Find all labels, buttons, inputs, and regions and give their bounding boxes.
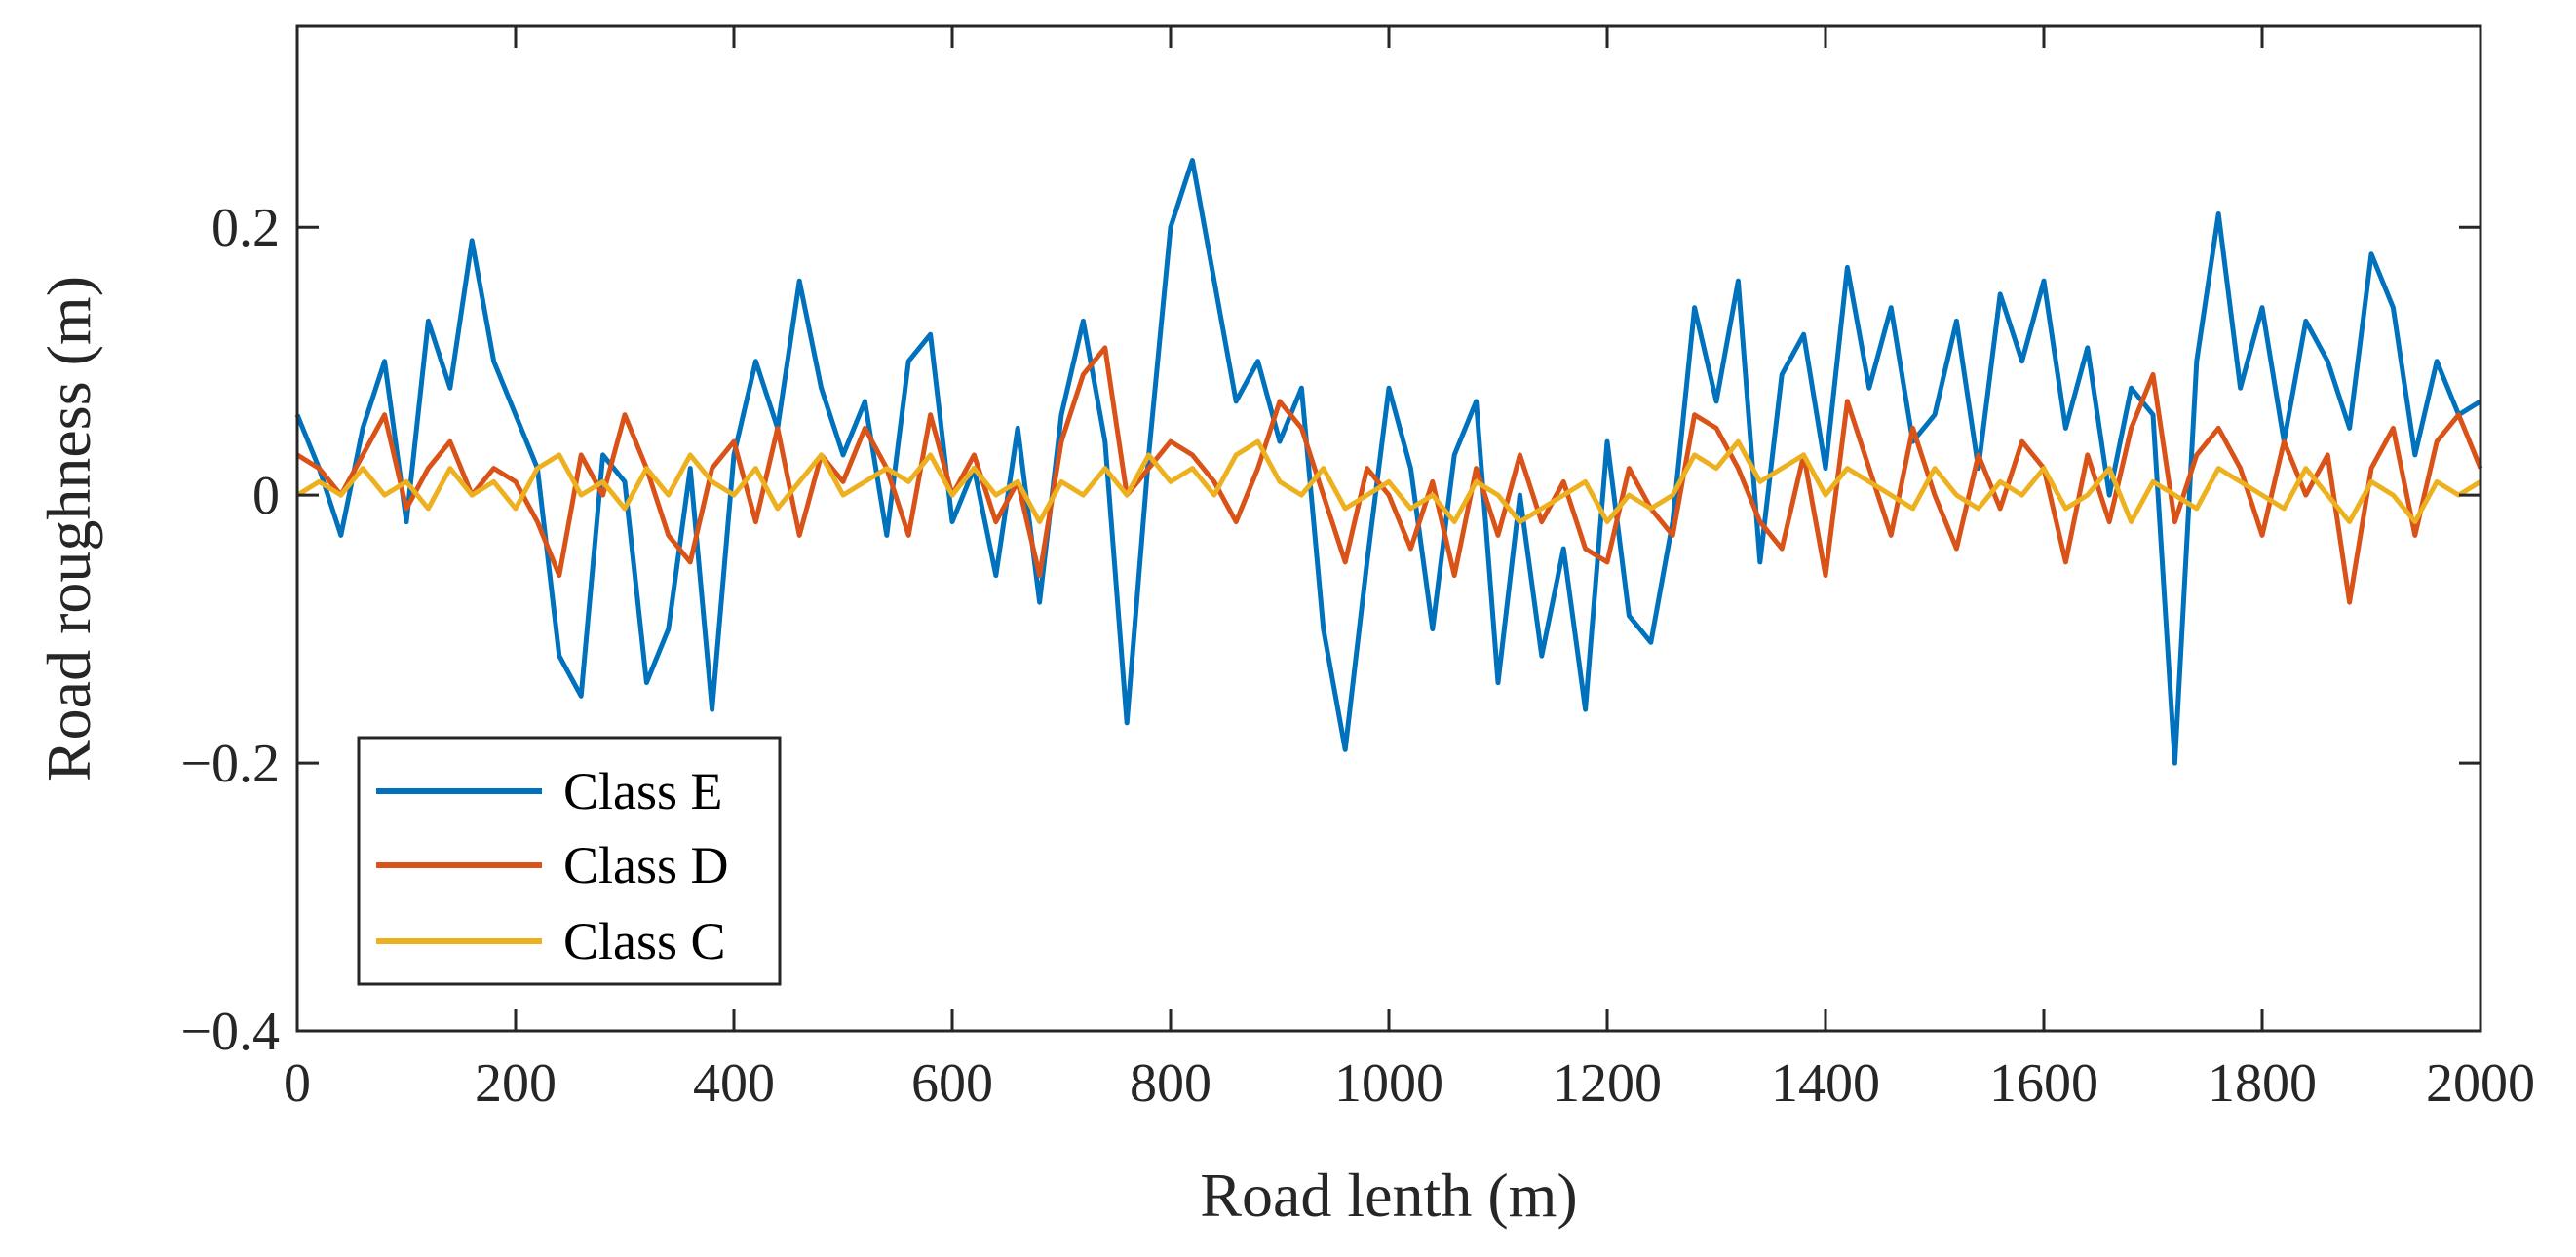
x-tick-label: 400	[693, 1053, 775, 1114]
y-tick-label: 0.2	[211, 198, 280, 258]
legend: Class E Class D Class C	[357, 736, 782, 986]
x-axis-title: Road lenth (m)	[1200, 1161, 1577, 1230]
x-tick-label: 800	[1130, 1053, 1211, 1114]
legend-label-class-d: Class D	[563, 836, 729, 895]
legend-entry-class-e: Class E	[376, 762, 723, 820]
legend-label-class-c: Class C	[563, 912, 726, 971]
x-tick-label: 1600	[1989, 1053, 2098, 1114]
legend-entry-class-c: Class C	[376, 912, 726, 971]
x-tick-label: 200	[475, 1053, 557, 1114]
legend-entry-class-d: Class D	[376, 836, 729, 895]
y-tick-label: −0.2	[180, 734, 280, 794]
series-line-class-e	[294, 158, 2482, 766]
y-axis-title: Road roughness (m)	[34, 276, 103, 781]
x-tick-label: 0	[284, 1053, 311, 1114]
y-tick-label: 0	[252, 466, 280, 526]
series-line-class-c	[295, 438, 2482, 525]
x-tick-label: 1200	[1553, 1053, 1662, 1114]
ticks-layer: 0 200 400 600 800 1000 1200 1400 1600 1800 2000 −0.…	[180, 26, 2535, 1114]
x-tick-label: 2000	[2426, 1053, 2535, 1114]
y-tick-label: −0.4	[180, 1002, 280, 1062]
x-tick-label: 1800	[2208, 1053, 2317, 1114]
series-layer	[294, 158, 2483, 766]
x-tick-label: 600	[911, 1053, 993, 1114]
x-tick-label: 1400	[1771, 1053, 1880, 1114]
legend-label-class-e: Class E	[563, 762, 723, 820]
x-tick-label: 1000	[1334, 1053, 1443, 1114]
